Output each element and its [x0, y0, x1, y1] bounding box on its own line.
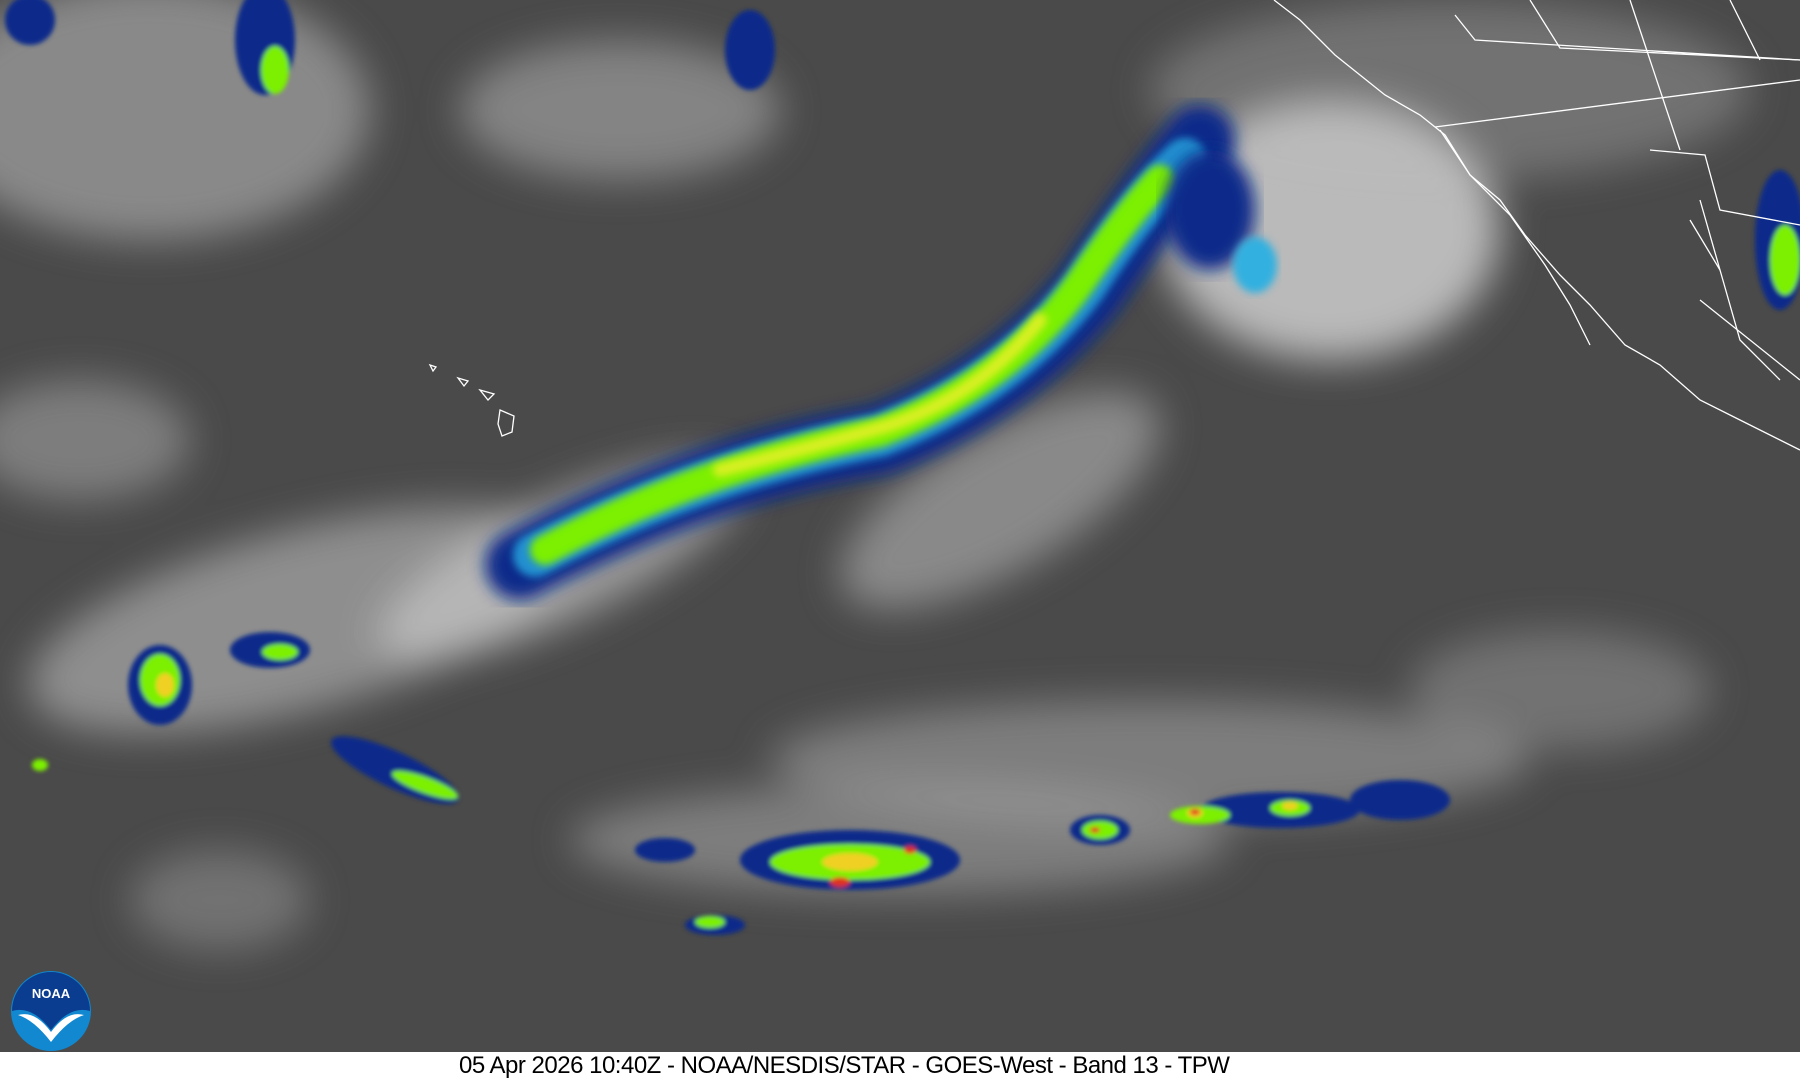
coastlines-borders — [428, 0, 1800, 451]
image-caption: 05 Apr 2026 10:40Z - NOAA/NESDIS/STAR - … — [0, 1052, 1800, 1080]
noaa-logo-text: NOAA — [32, 986, 71, 1001]
caption-text: 05 Apr 2026 10:40Z - NOAA/NESDIS/STAR - … — [459, 1052, 1230, 1079]
atmospheric-river — [485, 105, 1277, 600]
noaa-logo: NOAA — [10, 970, 92, 1052]
convection-clusters — [5, 0, 1800, 935]
satellite-image — [0, 0, 1800, 1052]
